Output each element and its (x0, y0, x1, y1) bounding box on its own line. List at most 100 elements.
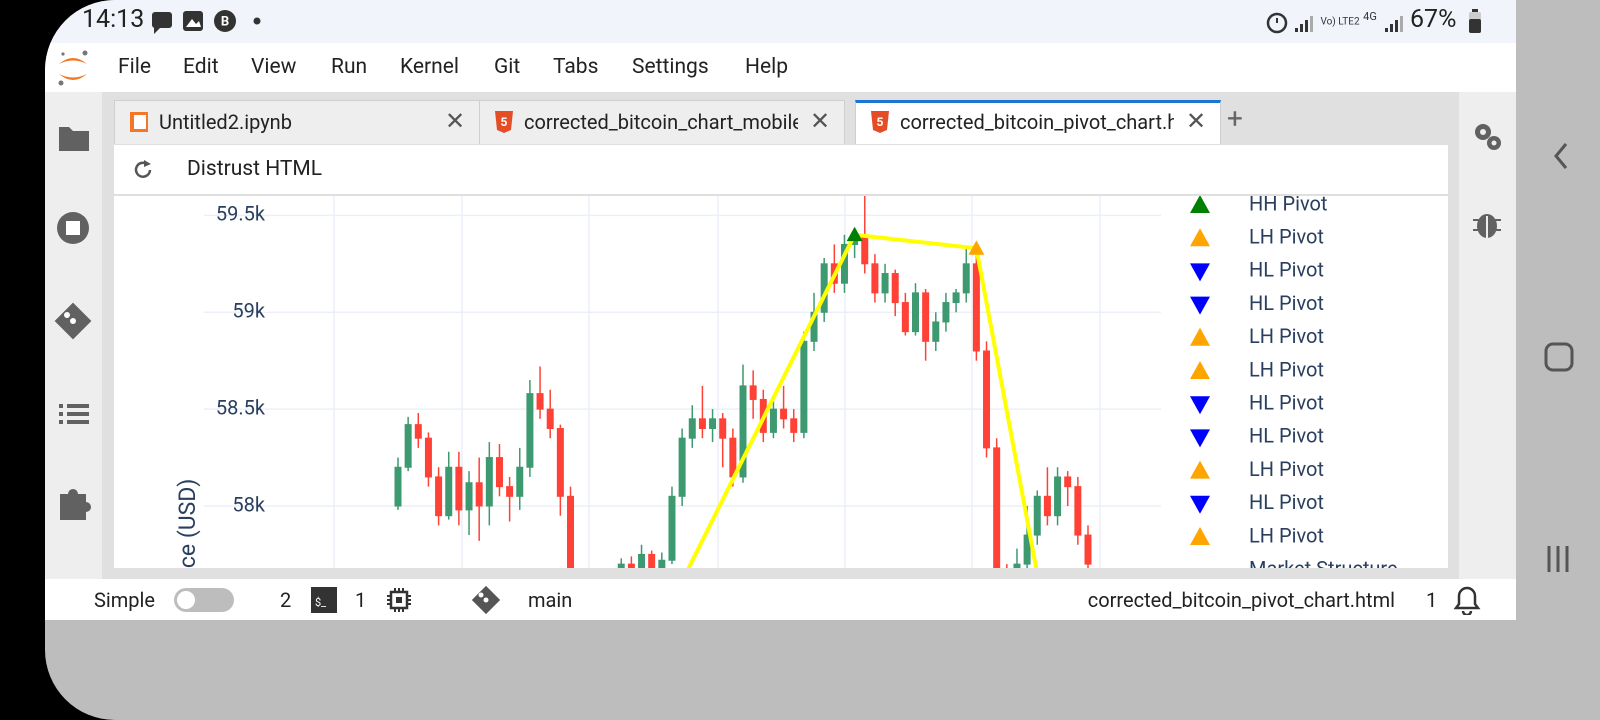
menu-run[interactable]: Run (331, 55, 368, 79)
nav-back[interactable] (1554, 143, 1568, 169)
svg-text:5: 5 (877, 115, 884, 129)
y-tick-label: 58k (232, 492, 265, 516)
svg-text:5: 5 (501, 115, 508, 129)
simple-toggle[interactable] (173, 587, 235, 613)
legend-label: HL Pivot (1249, 490, 1324, 514)
candle-body (567, 495, 574, 568)
kernel-icon (387, 588, 411, 612)
notification-count[interactable]: 1 (1426, 588, 1438, 612)
tab-close[interactable]: ✕ (1186, 107, 1207, 135)
menu-kernel[interactable]: Kernel (400, 55, 460, 79)
candle-body (871, 263, 879, 294)
system-icons: Vo) LTE2 4G (1266, 10, 1403, 34)
candle-body (932, 321, 940, 342)
y-tick-label: 59.5k (216, 202, 266, 226)
menu-help[interactable]: Help (745, 55, 789, 79)
running-icon[interactable] (57, 212, 89, 244)
legend-label: LH Pivot (1249, 224, 1324, 248)
candle-body (993, 447, 1001, 568)
tab-close[interactable]: ✕ (445, 107, 466, 135)
nav-recents[interactable] (1547, 546, 1569, 572)
candle-body (495, 457, 503, 488)
legend-marker (1190, 460, 1210, 479)
candle-body (962, 263, 970, 294)
tab-close[interactable]: ✕ (810, 107, 831, 135)
candle-body (688, 418, 696, 439)
distrust-button[interactable]: Distrust HTML (187, 157, 323, 181)
menu-edit[interactable]: Edit (183, 55, 219, 79)
candle-body (983, 350, 991, 449)
property-inspector-icon[interactable] (1475, 124, 1501, 150)
legend-label: Market Structure (1249, 556, 1398, 568)
y-tick-label: 59k (232, 299, 265, 323)
candle-body (627, 563, 635, 568)
candle-body (881, 273, 889, 294)
pivot-marker (968, 240, 985, 255)
tab-active[interactable]: 5 corrected_bitcoin_pivot_chart.html ✕ (855, 100, 1221, 144)
nav-home[interactable] (1544, 342, 1574, 372)
battery-level: 67% (1410, 5, 1457, 34)
candle-body (648, 553, 656, 568)
html-icon: 5 (871, 111, 889, 133)
legend-label: LH Pivot (1249, 357, 1324, 381)
candle-body (790, 418, 798, 433)
kernel-count[interactable]: 1 (355, 588, 367, 612)
network-type: 4G (1363, 10, 1377, 23)
candle-body (485, 457, 493, 507)
file-browser-icon[interactable] (59, 127, 89, 151)
candle-body (749, 385, 757, 400)
candle-body (506, 486, 514, 497)
candle-body (414, 424, 422, 439)
current-file: corrected_bitcoin_pivot_chart.html (1087, 588, 1395, 612)
svg-text:B: B (221, 14, 229, 29)
legend-marker (1190, 228, 1210, 247)
network-label: Vo) LTE2 (1320, 16, 1360, 28)
candle-body (719, 418, 727, 439)
pivot-marker (846, 226, 863, 242)
menu-tabs[interactable]: Tabs (553, 55, 599, 79)
main-area: Untitled2.ipynb ✕ 5 corrected_bitcoin_ch… (102, 92, 1459, 579)
candle-body (912, 292, 919, 333)
branch-name[interactable]: main (528, 588, 573, 612)
git-icon[interactable] (54, 302, 92, 340)
candle-body (475, 482, 483, 507)
menu-file[interactable]: File (118, 55, 151, 79)
legend-marker (1190, 396, 1210, 415)
menu-settings[interactable]: Settings (632, 55, 709, 79)
legend-marker (1190, 495, 1210, 514)
candle-body (658, 559, 666, 568)
legend-marker (1190, 361, 1210, 379)
legend-label: LH Pivot (1249, 457, 1324, 481)
terminal-count[interactable]: 2 (280, 588, 292, 612)
mode-label: Simple (94, 588, 155, 612)
candle-body (1064, 476, 1072, 488)
candle-body (638, 553, 646, 568)
candle-body (546, 408, 554, 429)
candle-body (891, 273, 899, 304)
candle-body (1023, 534, 1031, 565)
candle-body (435, 476, 443, 517)
toc-icon[interactable] (59, 404, 89, 424)
extension-icon[interactable] (60, 489, 91, 520)
notification-icons: B (152, 10, 261, 34)
menu-view[interactable]: View (251, 55, 297, 79)
git-branch-icon (471, 585, 501, 615)
candle-body (668, 495, 676, 561)
notification-bell[interactable] (1453, 585, 1481, 615)
tab[interactable]: 5 corrected_bitcoin_chart_mobile.html ✕ (479, 100, 845, 144)
candle-body (556, 428, 564, 497)
chart: Price (USD) 58k 58.5k 59k 59.5k HH Pivot LH P… (114, 196, 1448, 568)
menu-git[interactable]: Git (494, 55, 521, 79)
new-tab-button[interactable]: + (1227, 102, 1243, 135)
legend-label: HL Pivot (1249, 291, 1324, 315)
candle-body (465, 482, 473, 511)
jupyter-logo[interactable] (56, 48, 90, 88)
candle-body (972, 263, 980, 352)
refresh-button[interactable] (131, 158, 155, 182)
legend-marker (1190, 429, 1210, 448)
debugger-icon[interactable] (1473, 214, 1501, 238)
tab[interactable]: Untitled2.ipynb ✕ (114, 100, 480, 144)
candle-body (526, 393, 534, 468)
legend-label: HL Pivot (1249, 390, 1324, 414)
legend-label: HL Pivot (1249, 424, 1324, 448)
